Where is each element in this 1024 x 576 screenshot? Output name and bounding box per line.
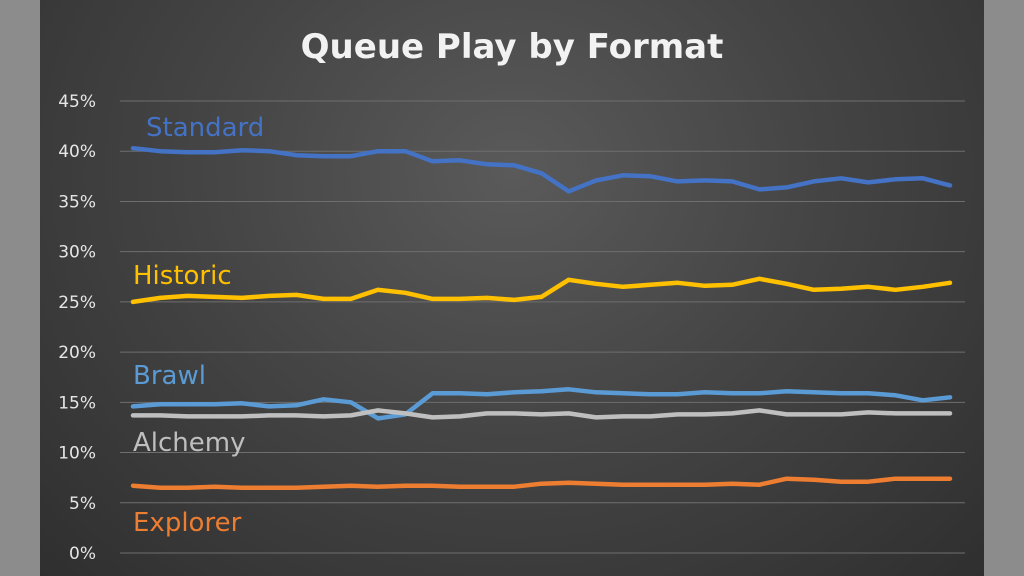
- y-tick-label: 15%: [58, 393, 96, 413]
- y-tick-label: 30%: [58, 243, 96, 263]
- series-label-brawl: Brawl: [133, 361, 206, 391]
- series-line-brawl: [130, 387, 953, 421]
- y-tick-label: 5%: [69, 494, 96, 514]
- series-lines: [130, 145, 953, 490]
- series-line-alchemy: [130, 408, 953, 420]
- chart-title: Queue Play by Format: [301, 27, 724, 67]
- series-label-explorer: Explorer: [133, 508, 242, 538]
- series-line-explorer: [130, 476, 953, 490]
- y-axis-ticks: 0% 5% 10% 15% 20% 25% 30% 35% 40% 45%: [58, 92, 96, 564]
- y-tick-label: 45%: [58, 92, 96, 112]
- series-label-historic: Historic: [133, 261, 232, 291]
- series-line-standard: [130, 145, 953, 194]
- y-tick-label: 0%: [69, 544, 96, 564]
- y-tick-label: 40%: [58, 142, 96, 162]
- y-tick-label: 20%: [58, 343, 96, 363]
- y-tick-label: 35%: [58, 192, 96, 212]
- y-tick-label: 10%: [58, 444, 96, 464]
- series-label-alchemy: Alchemy: [133, 428, 246, 458]
- series-line-historic: [130, 276, 953, 305]
- y-tick-label: 25%: [58, 293, 96, 313]
- series-label-standard: Standard: [146, 113, 264, 143]
- series-labels: Standard Historic Brawl Alchemy Explorer: [133, 113, 264, 538]
